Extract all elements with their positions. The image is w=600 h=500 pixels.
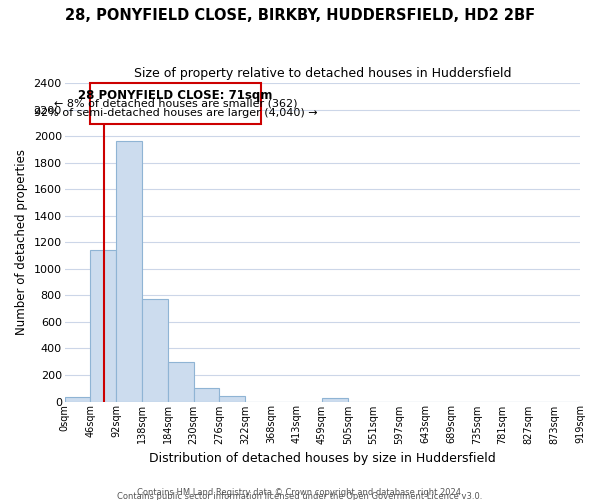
Bar [116, 142, 142, 402]
FancyBboxPatch shape [91, 83, 261, 124]
X-axis label: Distribution of detached houses by size in Huddersfield: Distribution of detached houses by size … [149, 452, 496, 465]
Bar [65, 397, 91, 402]
Text: Contains HM Land Registry data © Crown copyright and database right 2024.: Contains HM Land Registry data © Crown c… [137, 488, 463, 497]
Text: 28 PONYFIELD CLOSE: 71sqm: 28 PONYFIELD CLOSE: 71sqm [79, 90, 273, 102]
Bar [168, 362, 194, 402]
Text: 28, PONYFIELD CLOSE, BIRKBY, HUDDERSFIELD, HD2 2BF: 28, PONYFIELD CLOSE, BIRKBY, HUDDERSFIEL… [65, 8, 535, 22]
Bar [91, 250, 116, 402]
Text: Contains public sector information licensed under the Open Government Licence v3: Contains public sector information licen… [118, 492, 482, 500]
Bar [142, 300, 168, 402]
Bar [194, 388, 220, 402]
Title: Size of property relative to detached houses in Huddersfield: Size of property relative to detached ho… [134, 68, 511, 80]
Text: 92% of semi-detached houses are larger (4,040) →: 92% of semi-detached houses are larger (… [34, 108, 317, 118]
Bar [322, 398, 348, 402]
Text: ← 8% of detached houses are smaller (362): ← 8% of detached houses are smaller (362… [54, 98, 298, 108]
Bar [220, 396, 245, 402]
Y-axis label: Number of detached properties: Number of detached properties [15, 150, 28, 336]
